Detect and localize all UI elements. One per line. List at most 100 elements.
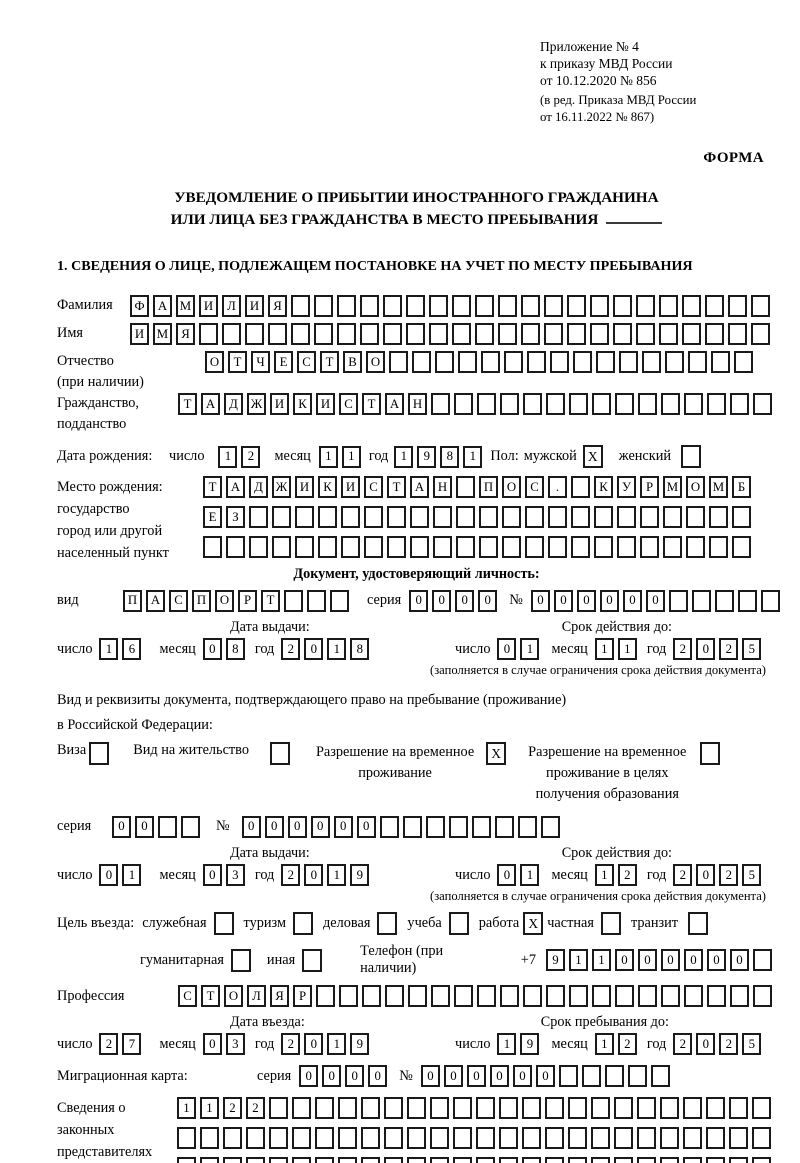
- char-cell[interactable]: [569, 393, 588, 415]
- char-cell[interactable]: С: [169, 589, 188, 612]
- char-cell[interactable]: [361, 1157, 380, 1163]
- char-cell[interactable]: [315, 1127, 334, 1149]
- char-cell[interactable]: [454, 393, 473, 415]
- char-cell[interactable]: 0: [497, 638, 517, 660]
- char-cell[interactable]: 0: [478, 589, 498, 612]
- char-cell[interactable]: [522, 1127, 541, 1149]
- char-cell[interactable]: [706, 1127, 725, 1149]
- study-checkbox[interactable]: [448, 912, 469, 935]
- char-cell[interactable]: [384, 1127, 403, 1149]
- char-cell[interactable]: 0: [99, 864, 119, 886]
- char-cell[interactable]: [590, 323, 609, 345]
- char-cell[interactable]: [683, 1097, 702, 1119]
- char-cell[interactable]: [684, 393, 703, 415]
- char-cell[interactable]: Ф: [130, 295, 149, 317]
- char-cell[interactable]: Ж: [272, 476, 291, 498]
- char-cell[interactable]: 9: [417, 445, 437, 468]
- char-cell[interactable]: [590, 295, 609, 317]
- char-cell[interactable]: [665, 351, 684, 373]
- char-cell[interactable]: 0: [299, 1065, 319, 1087]
- char-cell[interactable]: [668, 589, 688, 612]
- char-cell[interactable]: [307, 589, 326, 612]
- char-cell[interactable]: Л: [222, 295, 241, 317]
- char-cell[interactable]: 0: [304, 1033, 324, 1055]
- char-cell[interactable]: [292, 1097, 311, 1119]
- char-cell[interactable]: [249, 506, 268, 528]
- char-cell[interactable]: [567, 323, 586, 345]
- char-cell[interactable]: 0: [345, 1065, 365, 1087]
- char-cell[interactable]: 5: [742, 864, 762, 886]
- char-cell[interactable]: 0: [535, 1065, 555, 1087]
- char-cell[interactable]: [636, 295, 655, 317]
- char-cell[interactable]: О: [205, 351, 224, 373]
- char-cell[interactable]: [659, 323, 678, 345]
- char-cell[interactable]: [729, 1157, 748, 1163]
- char-cell[interactable]: 1: [327, 864, 347, 886]
- char-cell[interactable]: 0: [489, 1065, 509, 1087]
- char-cell[interactable]: Т: [387, 476, 406, 498]
- char-cell[interactable]: [545, 1157, 564, 1163]
- char-cell[interactable]: [181, 815, 200, 838]
- char-cell[interactable]: 0: [202, 1033, 222, 1055]
- char-cell[interactable]: [292, 1127, 311, 1149]
- char-cell[interactable]: [711, 351, 730, 373]
- char-cell[interactable]: [591, 1127, 610, 1149]
- char-cell[interactable]: Л: [247, 985, 266, 1007]
- char-cell[interactable]: Т: [228, 351, 247, 373]
- char-cell[interactable]: 0: [304, 638, 324, 660]
- char-cell[interactable]: 2: [617, 1033, 637, 1055]
- char-cell[interactable]: [433, 536, 452, 558]
- char-cell[interactable]: [435, 351, 454, 373]
- char-cell[interactable]: [752, 1097, 771, 1119]
- char-cell[interactable]: [268, 323, 287, 345]
- char-cell[interactable]: 0: [241, 815, 261, 838]
- char-cell[interactable]: [479, 506, 498, 528]
- char-cell[interactable]: [569, 985, 588, 1007]
- char-cell[interactable]: [387, 536, 406, 558]
- char-cell[interactable]: [663, 506, 682, 528]
- char-cell[interactable]: [406, 323, 425, 345]
- char-cell[interactable]: [318, 536, 337, 558]
- char-cell[interactable]: 0: [409, 589, 429, 612]
- char-cell[interactable]: 0: [576, 589, 596, 612]
- char-cell[interactable]: О: [502, 476, 521, 498]
- char-cell[interactable]: Д: [224, 393, 243, 415]
- char-cell[interactable]: 0: [599, 589, 619, 612]
- char-cell[interactable]: [617, 506, 636, 528]
- char-cell[interactable]: [521, 295, 540, 317]
- char-cell[interactable]: 0: [696, 1033, 716, 1055]
- char-cell[interactable]: 9: [350, 1033, 370, 1055]
- char-cell[interactable]: Е: [203, 506, 222, 528]
- char-cell[interactable]: [650, 1065, 670, 1087]
- char-cell[interactable]: [499, 1127, 518, 1149]
- char-cell[interactable]: [429, 295, 448, 317]
- char-cell[interactable]: [431, 985, 450, 1007]
- char-cell[interactable]: [337, 295, 356, 317]
- char-cell[interactable]: А: [153, 295, 172, 317]
- char-cell[interactable]: И: [316, 393, 335, 415]
- char-cell[interactable]: [573, 351, 592, 373]
- char-cell[interactable]: 0: [622, 589, 642, 612]
- char-cell[interactable]: [284, 589, 303, 612]
- char-cell[interactable]: 0: [310, 815, 330, 838]
- char-cell[interactable]: [568, 1097, 587, 1119]
- char-cell[interactable]: [318, 506, 337, 528]
- char-cell[interactable]: [502, 536, 521, 558]
- char-cell[interactable]: [272, 536, 291, 558]
- char-cell[interactable]: [269, 1157, 288, 1163]
- char-cell[interactable]: 0: [661, 949, 680, 971]
- char-cell[interactable]: 0: [455, 589, 475, 612]
- char-cell[interactable]: С: [364, 476, 383, 498]
- char-cell[interactable]: [525, 506, 544, 528]
- char-cell[interactable]: 0: [512, 1065, 532, 1087]
- char-cell[interactable]: [458, 351, 477, 373]
- char-cell[interactable]: И: [341, 476, 360, 498]
- char-cell[interactable]: Р: [640, 476, 659, 498]
